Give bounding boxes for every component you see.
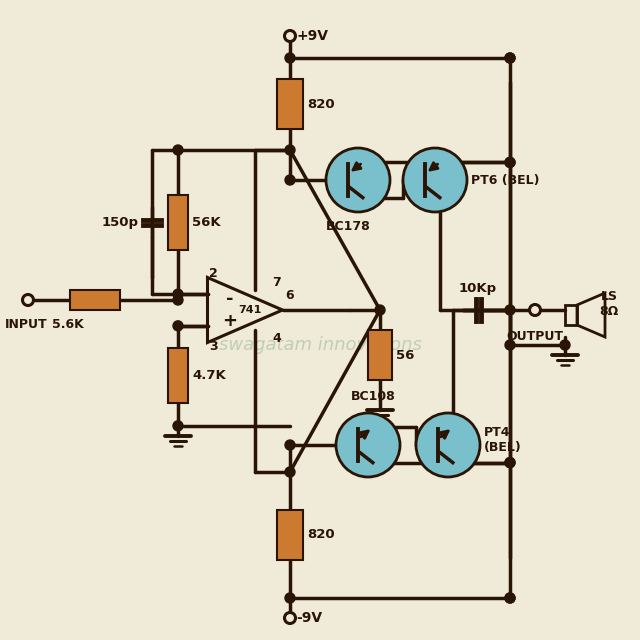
- Text: -: -: [227, 290, 234, 308]
- Text: 4.7K: 4.7K: [192, 369, 226, 382]
- Circle shape: [505, 157, 515, 168]
- Circle shape: [285, 467, 295, 477]
- Text: 5.6K: 5.6K: [52, 318, 84, 331]
- Text: PT6 (BEL): PT6 (BEL): [471, 173, 540, 186]
- Text: 3: 3: [209, 340, 218, 353]
- Circle shape: [336, 413, 400, 477]
- Circle shape: [560, 340, 570, 350]
- Circle shape: [505, 458, 515, 468]
- Circle shape: [505, 53, 515, 63]
- Text: BC108: BC108: [351, 390, 396, 403]
- Circle shape: [173, 295, 183, 305]
- Text: 10Kp: 10Kp: [459, 282, 497, 295]
- Text: 56: 56: [396, 349, 414, 362]
- Text: 2: 2: [209, 267, 218, 280]
- Circle shape: [505, 458, 515, 468]
- Circle shape: [173, 421, 183, 431]
- Text: 741: 741: [238, 305, 262, 315]
- Circle shape: [285, 175, 295, 185]
- Circle shape: [505, 305, 515, 315]
- Circle shape: [505, 157, 515, 168]
- Circle shape: [285, 440, 295, 450]
- FancyBboxPatch shape: [168, 195, 188, 250]
- Text: +9V: +9V: [296, 29, 328, 43]
- Circle shape: [375, 305, 385, 315]
- Circle shape: [173, 289, 183, 299]
- Text: 56K: 56K: [192, 216, 221, 228]
- Text: 7: 7: [273, 275, 281, 289]
- Text: 150p: 150p: [102, 216, 139, 228]
- Text: LS
8Ω: LS 8Ω: [600, 290, 619, 318]
- Circle shape: [416, 413, 480, 477]
- Circle shape: [505, 340, 515, 350]
- Circle shape: [403, 148, 467, 212]
- Circle shape: [529, 305, 541, 316]
- Circle shape: [173, 321, 183, 331]
- Circle shape: [285, 31, 296, 42]
- FancyBboxPatch shape: [277, 510, 303, 560]
- FancyBboxPatch shape: [70, 290, 120, 310]
- Text: OUTPUT: OUTPUT: [506, 330, 563, 343]
- Circle shape: [173, 145, 183, 155]
- FancyBboxPatch shape: [168, 348, 188, 403]
- Circle shape: [505, 53, 515, 63]
- Circle shape: [505, 593, 515, 603]
- FancyBboxPatch shape: [277, 79, 303, 129]
- Text: +: +: [223, 312, 237, 330]
- Text: 6: 6: [285, 289, 294, 301]
- Circle shape: [285, 612, 296, 623]
- Circle shape: [285, 593, 295, 603]
- Text: 4: 4: [273, 332, 281, 344]
- Text: 820: 820: [307, 97, 335, 111]
- Circle shape: [285, 53, 295, 63]
- Text: PT4
(BEL): PT4 (BEL): [484, 426, 522, 454]
- Circle shape: [326, 148, 390, 212]
- Circle shape: [505, 593, 515, 603]
- Text: swagatam innovations: swagatam innovations: [219, 336, 421, 354]
- FancyBboxPatch shape: [368, 330, 392, 380]
- Text: BC178: BC178: [326, 220, 371, 233]
- Text: 820: 820: [307, 529, 335, 541]
- Circle shape: [285, 145, 295, 155]
- Text: INPUT: INPUT: [4, 318, 47, 331]
- Circle shape: [22, 294, 33, 305]
- Text: -9V: -9V: [296, 611, 322, 625]
